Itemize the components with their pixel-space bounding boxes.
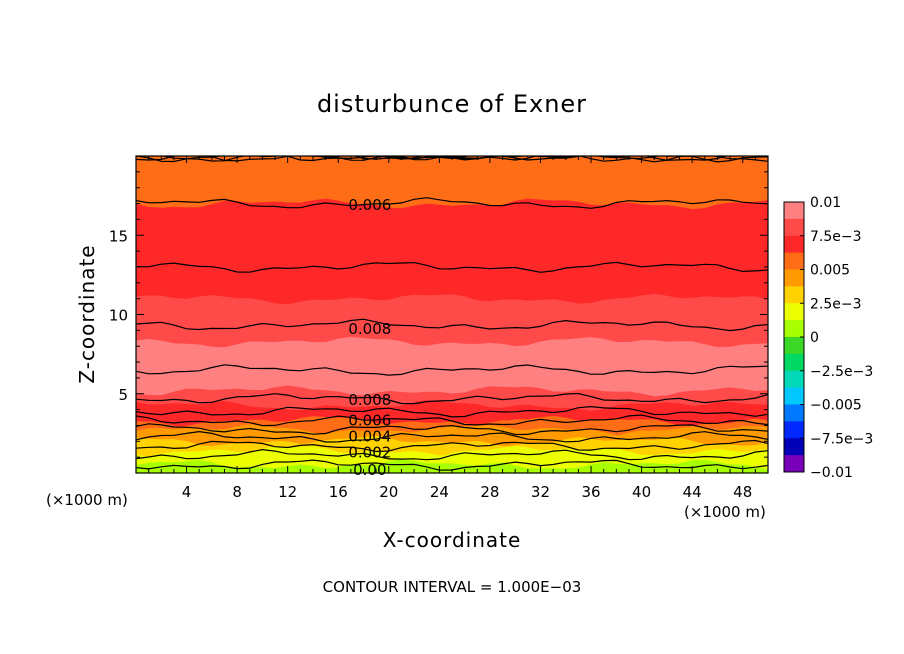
contour-line	[136, 318, 768, 332]
colorbar-tick-label: 0.01	[810, 195, 841, 211]
colorbar-tick-label: 0	[810, 330, 819, 346]
colorbar-swatch	[784, 455, 804, 473]
colorbar-tick-label: 0.005	[810, 263, 850, 279]
colorbar-swatch	[784, 303, 804, 321]
contour-line	[136, 430, 768, 443]
colorbar-tick-label: −0.005	[810, 398, 862, 414]
contour-line	[136, 364, 768, 376]
contour-label: 0.006	[348, 412, 391, 430]
x-tick-label: 40	[632, 483, 651, 501]
colorbar-swatch	[784, 387, 804, 405]
contour-line	[136, 448, 768, 461]
colorbar-swatch	[784, 353, 804, 372]
x-axis-ticks: 4 8 12 16 20 24 28 32 36 40 44 48	[148, 156, 756, 501]
contour-label: 0.008	[348, 391, 391, 409]
band-lower	[136, 463, 768, 473]
x-tick-label: 28	[480, 483, 499, 501]
contour-label: 0.008	[348, 320, 391, 338]
chart-title: disturbunce of Exner	[317, 90, 587, 118]
x-unit-right: (×1000 m)	[684, 503, 766, 521]
colorbar-swatch	[784, 421, 804, 439]
x-tick-label: 24	[430, 483, 449, 501]
colorbar-swatch	[784, 438, 804, 456]
contour-label: 0.004	[348, 428, 391, 446]
contour-label: 0.00	[353, 461, 386, 479]
x-tick-label: 44	[683, 483, 702, 501]
x-tick-label: 48	[733, 483, 752, 501]
contour-label: 0.006	[348, 196, 391, 214]
colorbar-tick-label: 2.5e−3	[810, 296, 862, 312]
colorbar-swatch	[784, 235, 804, 254]
colorbar-tick-label: −2.5e−3	[810, 364, 873, 380]
contour-line	[136, 405, 768, 418]
x-tick-label: 8	[232, 483, 242, 501]
x-tick-label: 16	[329, 483, 348, 501]
colorbar-tick-label: 7.5e−3	[810, 229, 862, 245]
x-unit-left: (×1000 m)	[46, 491, 128, 509]
contour-label: 0.002	[348, 443, 391, 461]
colorbar-swatch	[784, 370, 804, 389]
colorbar-tick-label: −0.01	[810, 465, 853, 481]
contour-line	[136, 439, 768, 453]
contour-line	[136, 392, 768, 405]
colorbar-swatch	[784, 337, 804, 355]
colorbar-swatch	[784, 404, 804, 422]
x-tick-label: 32	[531, 483, 550, 501]
contour-line	[136, 414, 768, 427]
x-tick-label: 4	[182, 483, 192, 501]
contour-line	[136, 197, 768, 209]
colorbar-swatch	[784, 202, 804, 220]
colorbar: 0.01 7.5e−3 0.005 2.5e−3 0 −2.5e−3 −0.005 −7.5e…	[783, 195, 873, 481]
y-axis-label: Z-coordinate	[75, 244, 99, 383]
contour-line	[136, 261, 768, 273]
y-tick-label: 5	[118, 386, 128, 404]
contour-line	[136, 423, 768, 436]
colorbar-swatch	[784, 269, 804, 287]
color-bands	[136, 156, 768, 473]
colorbar-swatch	[784, 286, 804, 304]
x-axis-label: X-coordinate	[383, 528, 522, 552]
y-axis-ticks: 5 10 15	[109, 171, 768, 458]
colorbar-tick-label: −7.5e−3	[810, 431, 873, 447]
x-tick-label: 12	[278, 483, 297, 501]
colorbar-swatch	[784, 252, 804, 270]
contour-interval-footer: CONTOUR INTERVAL = 1.000E−03	[323, 578, 582, 596]
x-tick-label: 20	[379, 483, 398, 501]
y-tick-label: 15	[109, 227, 128, 245]
colorbar-swatch	[784, 320, 804, 338]
x-tick-label: 36	[581, 483, 600, 501]
y-tick-label: 10	[109, 307, 128, 325]
colorbar-swatch	[784, 218, 804, 237]
